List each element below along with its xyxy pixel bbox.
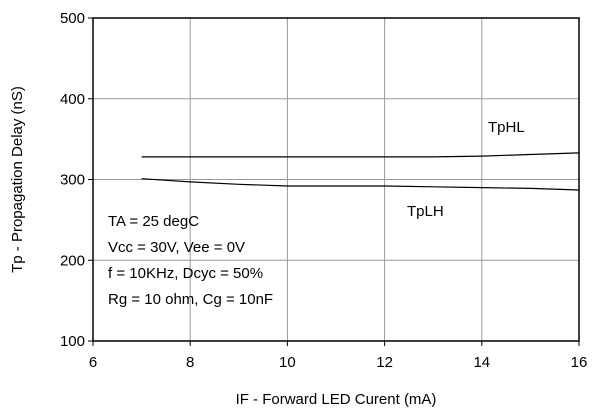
series-lines bbox=[141, 152, 580, 191]
x-tick-label: 6 bbox=[89, 354, 97, 371]
annotation-line-gate: Rg = 10 ohm, Cg = 10nF bbox=[108, 291, 273, 308]
series-line-tphl bbox=[141, 152, 580, 158]
x-tick-label: 14 bbox=[473, 354, 490, 371]
y-axis-ticks: 100 200 300 400 500 bbox=[60, 10, 93, 350]
annotation-line-supply: Vcc = 30V, Vee = 0V bbox=[108, 239, 245, 256]
y-axis-label: Tp - Propagation Delay (nS) bbox=[9, 86, 26, 273]
y-tick-label: 200 bbox=[60, 252, 85, 269]
series-line-tplh bbox=[141, 178, 580, 191]
x-axis-ticks: 6 8 10 12 14 16 bbox=[89, 341, 588, 371]
x-tick-label: 10 bbox=[279, 354, 296, 371]
y-tick-label: 300 bbox=[60, 172, 85, 189]
curve-label-tplh: TpLH bbox=[407, 203, 444, 220]
curve-label-tphl: TpHL bbox=[488, 119, 525, 136]
y-tick-label: 400 bbox=[60, 91, 85, 108]
annotation-line-temperature: TA = 25 degC bbox=[108, 213, 199, 230]
annotation-line-frequency: f = 10KHz, Dcyc = 50% bbox=[108, 265, 263, 282]
x-tick-label: 16 bbox=[571, 354, 588, 371]
x-tick-label: 12 bbox=[376, 354, 393, 371]
x-axis-label: IF - Forward LED Curent (mA) bbox=[236, 391, 437, 408]
grid-lines bbox=[93, 18, 579, 341]
y-tick-label: 500 bbox=[60, 10, 85, 27]
y-tick-label: 100 bbox=[60, 333, 85, 350]
x-tick-label: 8 bbox=[186, 354, 194, 371]
test-conditions-annotation: TA = 25 degC Vcc = 30V, Vee = 0V f = 10K… bbox=[108, 213, 273, 308]
